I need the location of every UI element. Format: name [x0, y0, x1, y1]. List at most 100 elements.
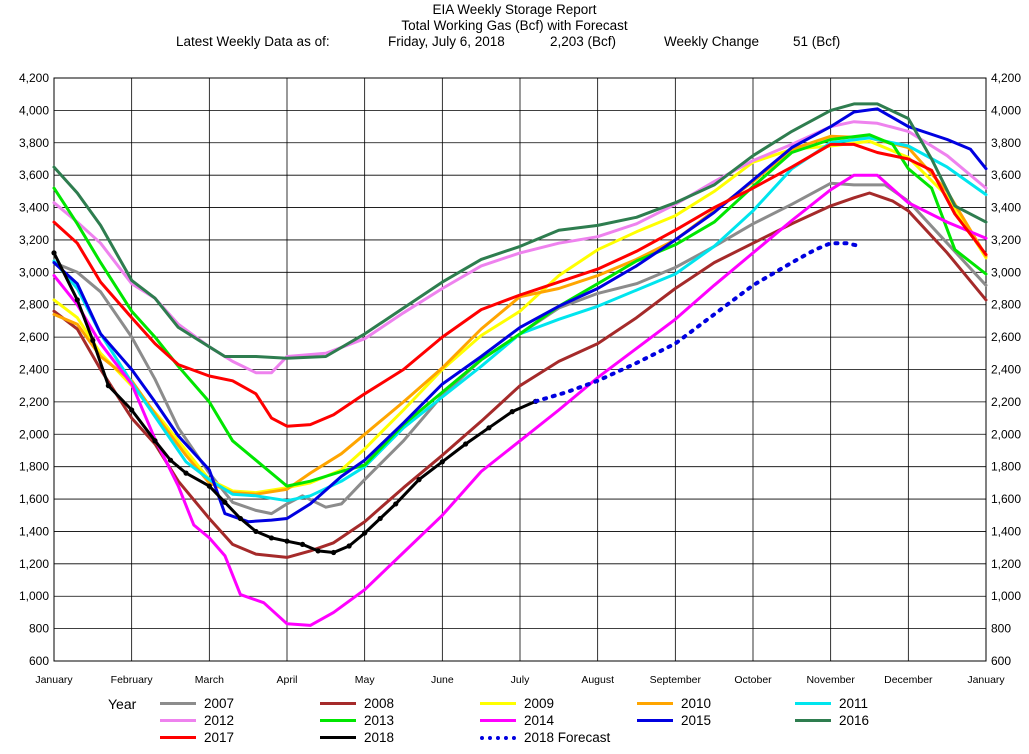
x-tick-label: March — [195, 674, 224, 686]
series-point-2018 — [416, 477, 422, 483]
series-point-2018 — [463, 441, 469, 447]
y-tick-label-left: 3,400 — [19, 201, 49, 215]
report-title: EIA Weekly Storage Report — [432, 2, 597, 17]
y-tick-label-right: 2,400 — [991, 363, 1021, 377]
legend-label: 2007 — [204, 696, 235, 711]
legend-swatch — [160, 702, 196, 705]
y-tick-label-left: 4,000 — [19, 103, 49, 117]
series-point-2018 — [222, 499, 228, 505]
y-tick-label-right: 1,200 — [991, 557, 1021, 571]
series-point-2018 — [268, 535, 275, 541]
legend-item: 2012 — [160, 712, 234, 729]
x-tick-label: January — [967, 674, 1005, 686]
legend-swatch — [160, 719, 196, 722]
series-point-2018 — [167, 457, 174, 463]
legend-item: 2010 — [637, 695, 711, 712]
series-point-2018 — [486, 425, 492, 431]
legend-label: 2017 — [204, 730, 235, 745]
legend-title: Year — [108, 696, 137, 712]
series-point-2018 — [346, 543, 352, 549]
series-point-2018 — [74, 297, 80, 303]
series-point-2018 — [331, 549, 337, 556]
y-tick-label-right: 1,000 — [991, 589, 1021, 603]
legend-swatch — [795, 719, 831, 722]
weekly-change-value: 51 (Bcf) — [793, 34, 841, 49]
series-line-2010 — [52, 134, 988, 496]
legend-label: 2012 — [204, 713, 235, 728]
x-tick-label: October — [734, 674, 772, 686]
series-line-2018-forecast — [533, 241, 864, 404]
x-tick-label: July — [511, 674, 530, 686]
legend-label: 2008 — [364, 696, 395, 711]
series-line-2014 — [52, 173, 988, 627]
x-tick-label: August — [581, 674, 614, 686]
legend-label: 2014 — [524, 713, 555, 728]
y-tick-label-right: 600 — [991, 654, 1011, 668]
series-line-2013 — [52, 133, 988, 488]
storage-line-chart: 600 600 800 800 1,000 1,000 1,200 1,200 1,400 1,4… — [19, 71, 1021, 686]
y-tick-label-left: 1,600 — [19, 492, 49, 506]
legend-item: 2015 — [637, 712, 711, 729]
y-tick-label-left: 1,400 — [19, 524, 49, 538]
chart-legend: Year 2007 2008 2009 2010 2011 2012 2013 2014 201… — [0, 695, 1029, 751]
x-tick-label: September — [650, 674, 702, 686]
x-tick-label: December — [884, 674, 933, 686]
x-tick-label: April — [276, 674, 297, 686]
series-point-2018 — [253, 528, 259, 535]
legend-label: 2013 — [364, 713, 395, 728]
y-tick-label-right: 3,600 — [991, 168, 1021, 182]
y-tick-label-right: 1,800 — [991, 460, 1021, 474]
series-line-2017 — [52, 142, 988, 428]
legend-swatch — [480, 719, 516, 722]
y-tick-label-right: 2,000 — [991, 427, 1021, 441]
legend-item: 2011 — [795, 695, 868, 712]
x-tick-label: June — [431, 674, 454, 686]
weekly-change-label: Weekly Change — [664, 34, 760, 49]
series-point-2018 — [105, 383, 111, 389]
y-tick-label-left: 1,800 — [19, 460, 49, 474]
y-tick-label-left: 1,200 — [19, 557, 49, 571]
legend-swatch — [795, 702, 831, 705]
y-tick-label-left: 3,200 — [19, 233, 49, 247]
series-line-2008 — [52, 191, 988, 559]
series-point-2018 — [509, 409, 515, 415]
legend-label: 2011 — [839, 696, 869, 711]
series-line-2016 — [52, 102, 988, 360]
x-tick-label: January — [35, 674, 73, 686]
latest-data-date: Friday, July 6, 2018 — [388, 34, 505, 49]
series-point-2018 — [90, 337, 96, 343]
y-tick-label-left: 2,600 — [19, 330, 49, 344]
x-tick-label: February — [111, 674, 154, 686]
latest-data-value: 2,203 (Bcf) — [550, 34, 617, 49]
legend-label: 2015 — [681, 713, 712, 728]
y-tick-label-left: 4,200 — [19, 71, 49, 85]
legend-swatch — [320, 702, 356, 705]
y-tick-label-left: 2,000 — [19, 427, 49, 441]
legend-item: 2014 — [480, 712, 554, 729]
legend-swatch — [320, 719, 356, 722]
y-tick-label-right: 2,600 — [991, 330, 1021, 344]
legend-item: 2008 — [320, 695, 394, 712]
y-tick-label-left: 3,600 — [19, 168, 49, 182]
legend-label: 2009 — [524, 696, 555, 711]
legend-swatch — [320, 736, 356, 739]
legend-item: 2007 — [160, 695, 234, 712]
series-line-2015 — [52, 107, 988, 524]
y-tick-label-left: 1,000 — [19, 589, 49, 603]
series-point-2018 — [299, 541, 306, 548]
series-point-2018 — [129, 407, 135, 413]
series-point-2018 — [284, 538, 290, 544]
x-tick-label: November — [806, 674, 855, 686]
y-tick-label-left: 2,200 — [19, 395, 49, 409]
y-tick-label-right: 3,800 — [991, 136, 1021, 150]
legend-swatch — [637, 702, 673, 705]
y-tick-label-right: 2,200 — [991, 395, 1021, 409]
series-point-2018 — [439, 459, 445, 465]
latest-data-label: Latest Weekly Data as of: — [176, 34, 330, 49]
legend-item: 2018 Forecast — [480, 729, 610, 746]
y-tick-label-right: 1,400 — [991, 524, 1021, 538]
legend-item: 2016 — [795, 712, 869, 729]
legend-swatch — [480, 702, 516, 705]
y-tick-label-left: 2,800 — [19, 298, 49, 312]
series-point-2018 — [51, 250, 57, 256]
